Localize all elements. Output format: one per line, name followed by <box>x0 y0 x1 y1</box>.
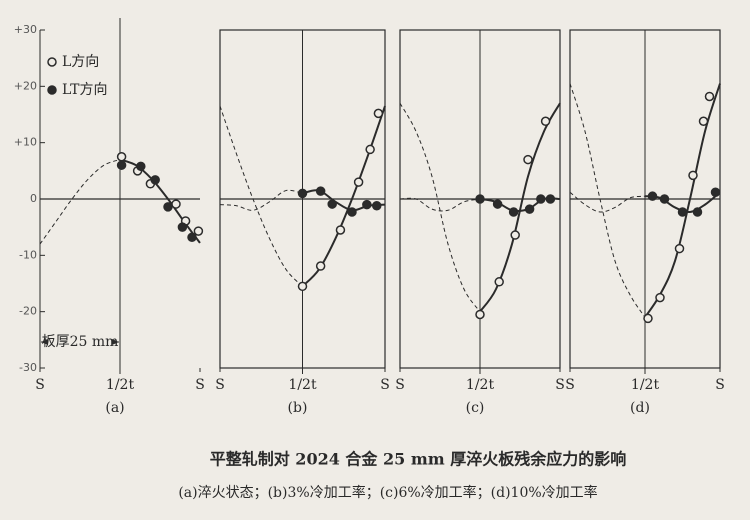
panel-label: (a) <box>105 400 124 416</box>
panel-label: (c) <box>466 400 485 416</box>
open-point <box>540 116 551 127</box>
open-point <box>494 277 504 287</box>
open-point <box>655 292 665 303</box>
legend-label: LT方向 <box>62 82 108 98</box>
figure-caption: (a)淬火状态；(b)3%冷加工率；(c)6%冷加工率；(d)10%冷加工率 <box>178 484 597 501</box>
open-point <box>353 177 364 187</box>
y-tick-label: +30 <box>14 23 37 36</box>
filled-point <box>524 204 535 214</box>
x-tick-label: S <box>35 377 45 393</box>
filled-point <box>492 199 503 209</box>
panel-label: (d) <box>630 400 650 416</box>
x-tick-label: S <box>195 377 205 393</box>
open-point <box>698 116 709 127</box>
filled-point <box>150 175 160 185</box>
filled-point <box>136 161 146 172</box>
open-point <box>674 243 685 254</box>
panel: S 1/2t S (c) <box>395 29 565 416</box>
dashed-curve <box>399 102 481 312</box>
filled-point <box>508 207 519 217</box>
figure-title: 平整轧制对 2024 合金 25 mm 厚淬火板残余应力的影响 <box>210 450 627 469</box>
open-point <box>643 313 653 324</box>
dashed-curve <box>39 159 121 245</box>
filled-point <box>116 160 127 170</box>
filled-point <box>315 186 326 196</box>
filled-point <box>659 194 670 204</box>
x-tick-label: S <box>395 377 405 393</box>
x-tick-label: S <box>555 377 565 393</box>
arrow-head <box>112 339 119 345</box>
open-point <box>297 281 308 292</box>
x-tick-label: S <box>715 377 725 393</box>
y-tick-label: 0 <box>30 192 37 205</box>
open-point <box>475 309 485 320</box>
filled-point <box>677 207 688 217</box>
x-tick-label: S <box>380 377 390 393</box>
filled-point <box>297 188 308 199</box>
arrow-head <box>41 339 48 345</box>
filled-point <box>163 202 173 212</box>
filled-point <box>372 201 382 211</box>
open-point <box>704 91 715 102</box>
open-point <box>116 152 127 162</box>
open-point <box>193 226 204 236</box>
dashed-curve <box>569 191 646 213</box>
filled-point <box>647 191 658 201</box>
filled-point <box>475 194 485 204</box>
y-tick-label: +10 <box>14 136 37 149</box>
open-point <box>523 154 533 165</box>
y-tick-label: +20 <box>14 79 37 92</box>
filled-point <box>536 194 546 204</box>
open-point <box>688 170 698 181</box>
filled-point <box>347 207 357 217</box>
panel: S 1/2t S (b) <box>215 29 390 416</box>
x-tick-label: 1/2t <box>631 377 660 393</box>
x-tick-label: 1/2t <box>466 377 495 393</box>
dashed-curve <box>219 105 303 287</box>
y-tick-label: -10 <box>19 248 37 261</box>
filled-point <box>177 222 188 232</box>
filled-point <box>327 199 337 209</box>
legend-marker <box>47 57 57 67</box>
open-point <box>315 261 326 271</box>
x-tick-label: 1/2t <box>288 377 317 393</box>
filled-point <box>362 199 372 210</box>
dashed-curve <box>219 189 303 211</box>
open-point <box>373 108 384 119</box>
filled-point <box>187 232 197 243</box>
dashed-curve <box>399 197 481 212</box>
panel: +30 +20 +10 0 -10 -20 -30 S 1/2t S (a) L方向 LT方向板厚25 … <box>14 18 205 416</box>
open-point <box>365 144 375 155</box>
y-tick-label: -20 <box>19 305 37 318</box>
panel: S 1/2t S (d) <box>565 29 725 416</box>
dashed-curve <box>569 83 646 318</box>
filled-point <box>710 187 721 197</box>
legend-marker <box>47 85 57 95</box>
filled-point <box>692 207 703 217</box>
open-point <box>171 199 181 209</box>
panel-label: (b) <box>288 400 308 416</box>
y-tick-label: -30 <box>19 361 37 374</box>
open-point <box>335 225 346 235</box>
x-tick-label: S <box>565 377 575 393</box>
open-point <box>510 230 520 240</box>
x-tick-label: S <box>215 377 225 393</box>
legend-label: L方向 <box>62 54 99 70</box>
annotation: 板厚25 mm <box>42 334 119 350</box>
x-tick-label: 1/2t <box>106 377 135 393</box>
filled-point <box>545 194 556 204</box>
